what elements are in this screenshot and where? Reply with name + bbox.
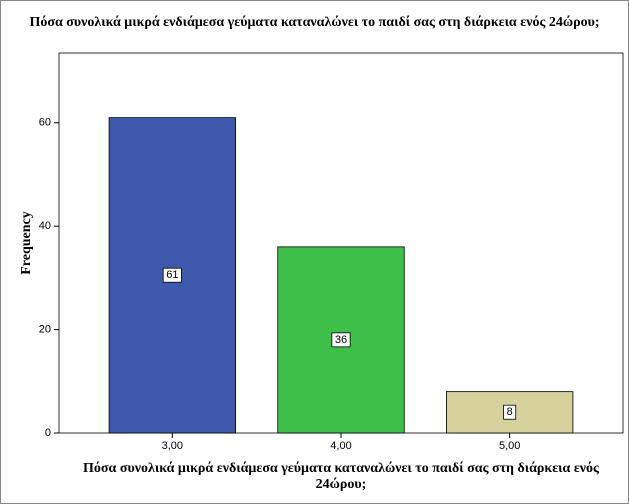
value-label-box xyxy=(162,267,182,283)
value-label: 36 xyxy=(335,334,347,346)
x-axis-label: Πόσα συνολικά μικρά ενδιάμεσα γεύματα κα… xyxy=(83,461,599,492)
value-label: 8 xyxy=(507,406,513,418)
y-tick-label: 60 xyxy=(39,117,51,129)
y-tick-label: 40 xyxy=(39,220,51,232)
value-label-box xyxy=(331,332,351,348)
value-label: 61 xyxy=(166,269,178,281)
x-tick-label: 3,00 xyxy=(162,440,183,452)
x-tick-label: 5,00 xyxy=(499,440,520,452)
value-label-box xyxy=(503,404,517,420)
y-tick-label: 20 xyxy=(39,324,51,336)
y-axis-label: Frequency xyxy=(19,211,34,275)
x-tick-label: 4,00 xyxy=(330,440,351,452)
y-tick-label: 0 xyxy=(45,427,51,439)
chart-title: Πόσα συνολικά μικρά ενδιάμεσα γεύματα κα… xyxy=(29,15,600,30)
